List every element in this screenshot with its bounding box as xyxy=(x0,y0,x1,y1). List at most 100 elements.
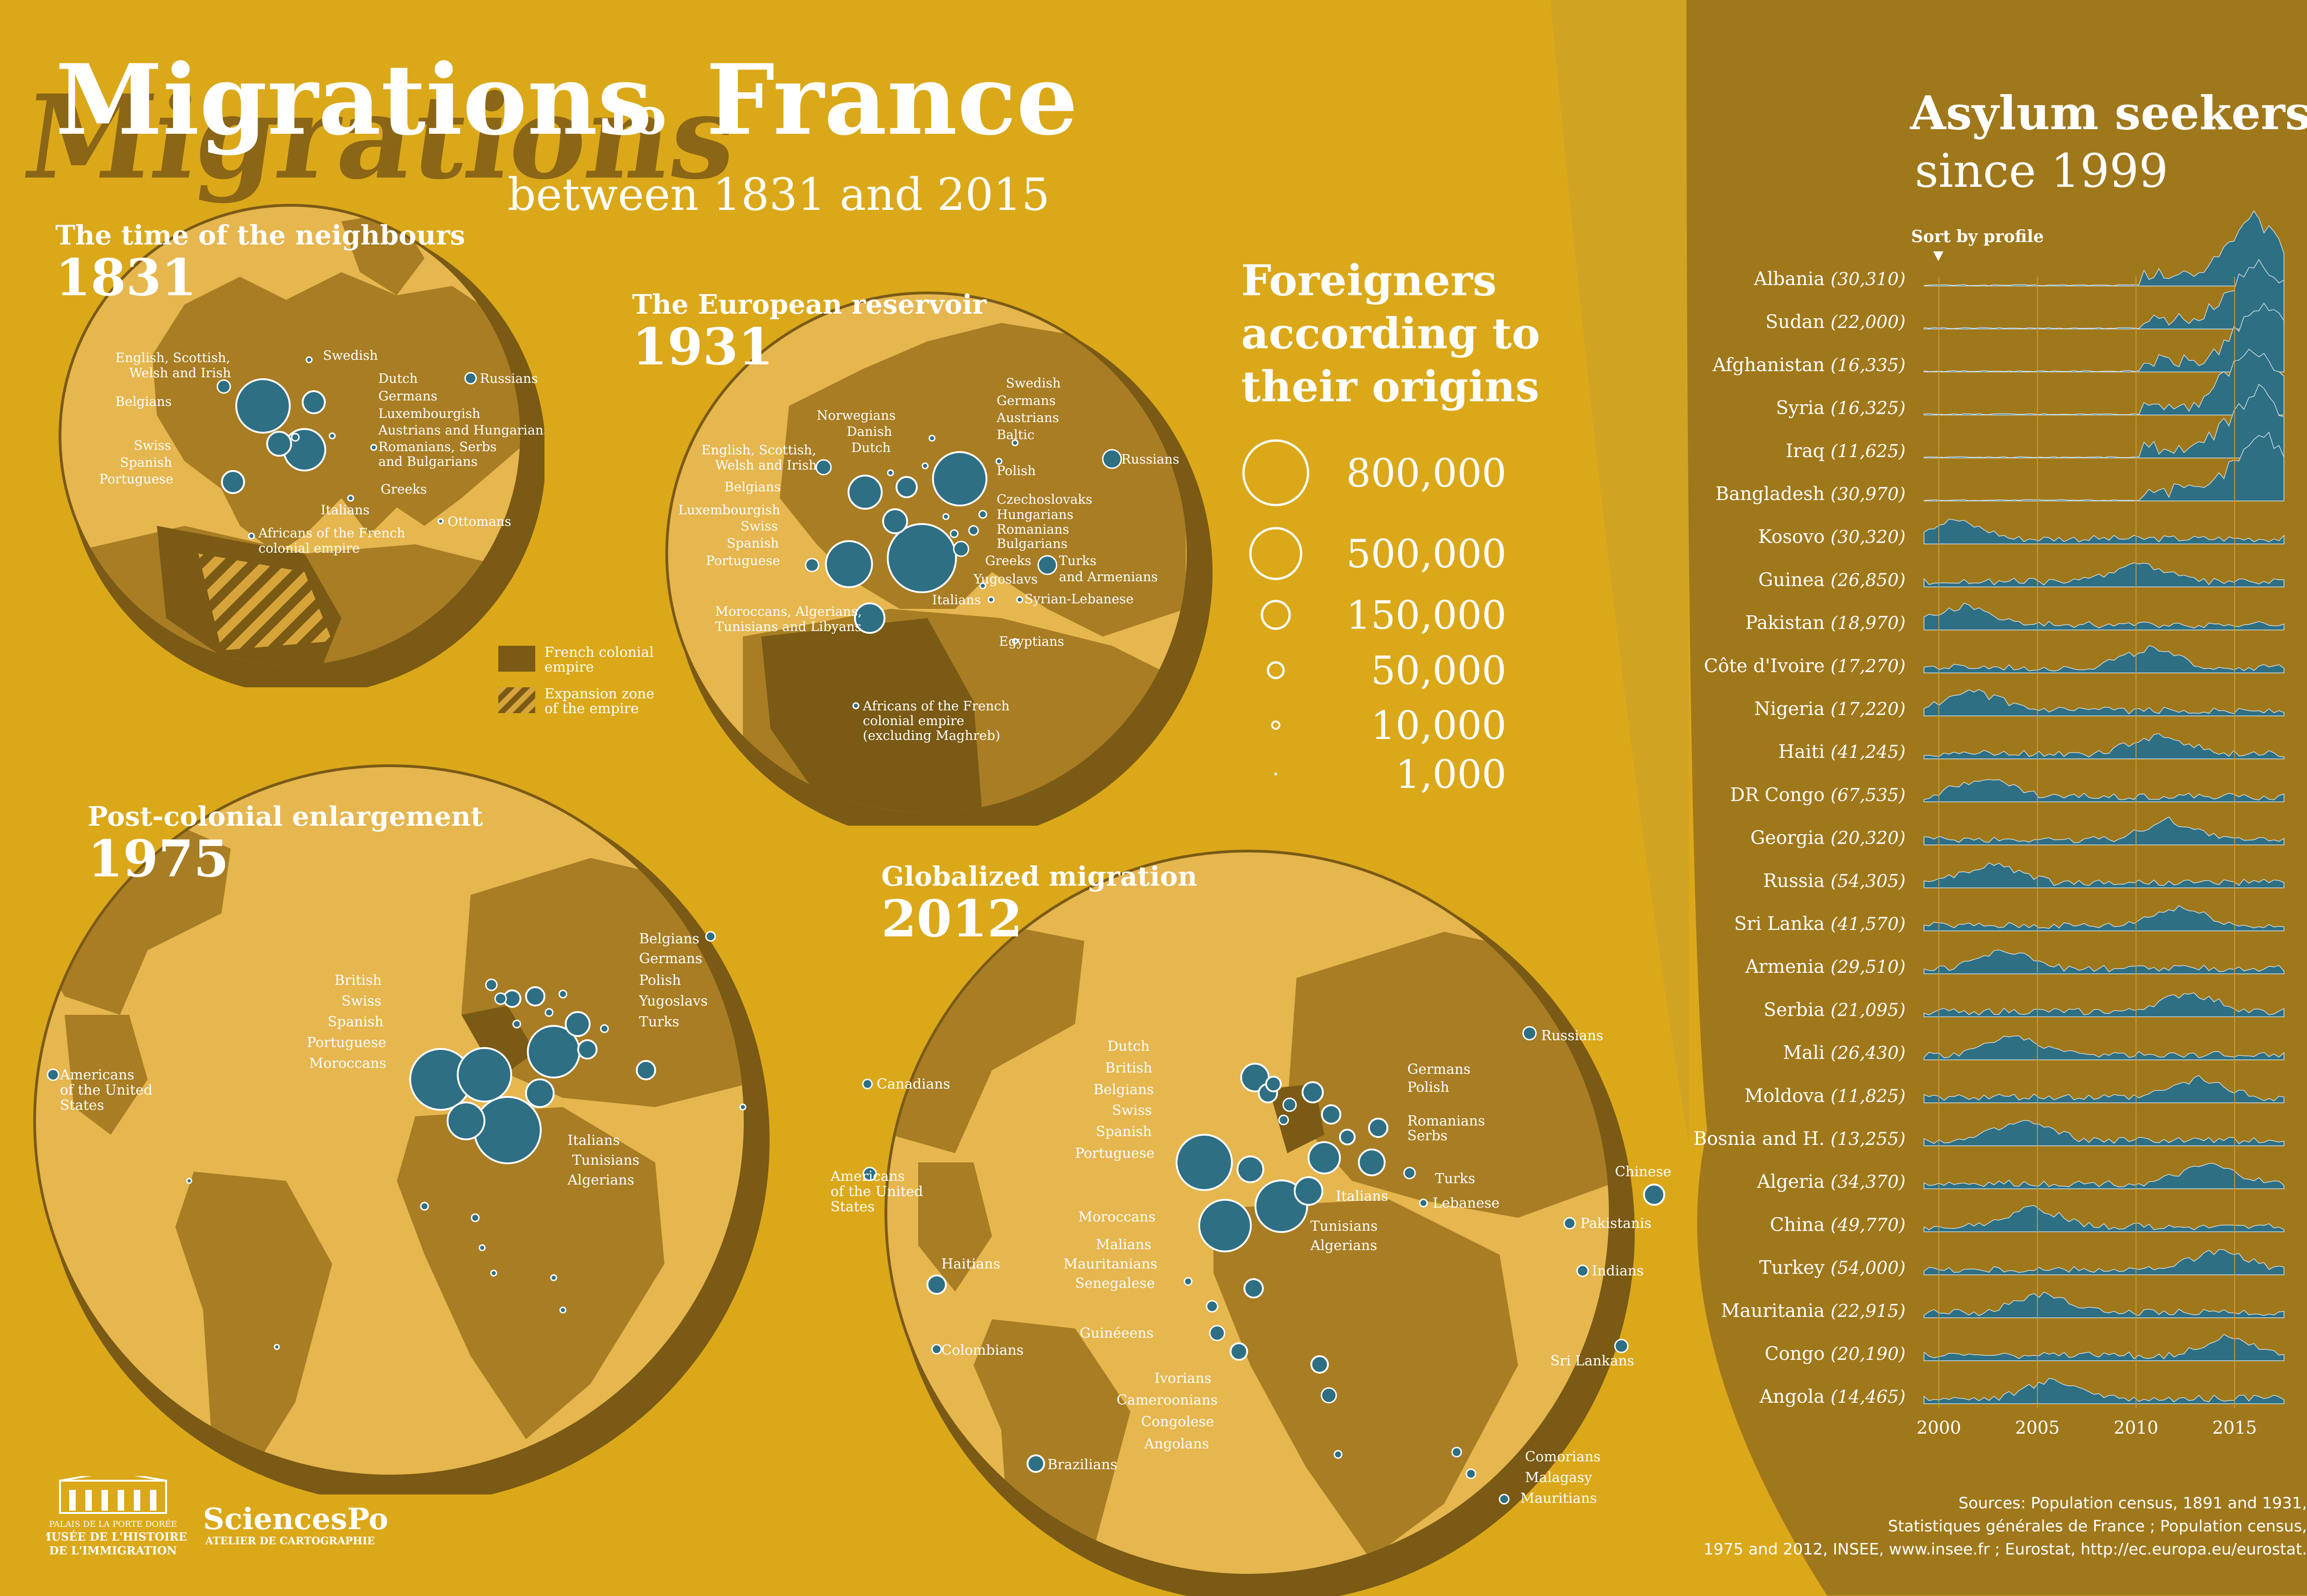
asylum-sparkline xyxy=(1924,779,2284,803)
asylum-sparkline xyxy=(1924,689,2284,716)
asylum-chart: Asylum seekers since 1999 Sort by profil… xyxy=(1693,86,2307,1438)
asylum-row-label: Algeria (34,370) xyxy=(1757,1171,1906,1192)
svg-text:Russians: Russians xyxy=(1541,1028,1603,1044)
svg-text:Swedish: Swedish xyxy=(323,348,378,363)
svg-text:Russians: Russians xyxy=(1121,452,1179,467)
asylum-row-label: Bangladesh (30,970) xyxy=(1715,483,1906,505)
circle-italians xyxy=(887,523,957,593)
map-2012-heading: Globalized migration 2012 xyxy=(881,861,1197,948)
svg-text:Colombians: Colombians xyxy=(941,1342,1024,1358)
asylum-row-label: Sri Lanka (41,570) xyxy=(1734,913,1906,935)
asylum-sparkline xyxy=(1924,518,2284,544)
asylum-row-label: Syria (16,325) xyxy=(1776,398,1906,419)
axis-year-label: 2010 xyxy=(2114,1417,2158,1438)
asylum-row-label: Serbia (21,095) xyxy=(1763,999,1906,1020)
svg-text:500,000: 500,000 xyxy=(1346,531,1506,577)
svg-text:and Bulgarians: and Bulgarians xyxy=(378,454,478,469)
map-1975-heading: Post-colonial enlargement 1975 xyxy=(88,801,483,888)
svg-text:Hungarians: Hungarians xyxy=(997,507,1074,522)
title-block: Migrations Migrations to France between … xyxy=(16,43,1078,220)
asylum-sparkline xyxy=(1924,1205,2284,1233)
svg-text:DE L'IMMIGRATION: DE L'IMMIGRATION xyxy=(49,1544,177,1557)
svg-text:Mauritanians: Mauritanians xyxy=(1064,1256,1157,1272)
svg-text:Spanish: Spanish xyxy=(727,536,779,551)
svg-text:Italians: Italians xyxy=(932,592,981,607)
svg-text:800,000: 800,000 xyxy=(1346,451,1506,496)
asylum-row-label: Russia (54,305) xyxy=(1763,870,1906,892)
svg-text:1931: 1931 xyxy=(632,317,773,376)
asylum-row-label: Mali (26,430) xyxy=(1783,1042,1906,1064)
svg-text:Austrians: Austrians xyxy=(996,410,1059,425)
svg-text:of the United: of the United xyxy=(60,1082,153,1098)
svg-text:Malagasy: Malagasy xyxy=(1525,1470,1592,1486)
svg-text:Chinese: Chinese xyxy=(1615,1164,1671,1180)
colonial-legend: French colonial empire Expansion zone of… xyxy=(498,646,654,717)
circle-portuguese-2012 xyxy=(1176,1134,1233,1191)
svg-text:Angolans: Angolans xyxy=(1144,1436,1209,1452)
title-left: Migrations xyxy=(55,43,652,157)
map-1931-heading: The European reservoir 1931 xyxy=(632,289,987,376)
svg-text:Dutch: Dutch xyxy=(1107,1038,1150,1054)
svg-text:Tunisians and Libyans: Tunisians and Libyans xyxy=(715,619,861,634)
asylum-row-label: Guinea (26,850) xyxy=(1758,569,1906,590)
sort-by-profile[interactable]: Sort by profile xyxy=(1911,227,2044,246)
asylum-sparkline xyxy=(1924,1291,2284,1318)
svg-text:Brazilians: Brazilians xyxy=(1047,1457,1117,1473)
svg-text:Belgians: Belgians xyxy=(639,931,699,947)
svg-text:Yugoslavs: Yugoslavs xyxy=(973,572,1038,587)
asylum-sparkline xyxy=(1924,862,2284,888)
svg-text:Americans: Americans xyxy=(830,1168,905,1185)
svg-text:SciencesPo: SciencesPo xyxy=(203,1502,388,1536)
axis-year-label: 2005 xyxy=(2015,1417,2060,1438)
svg-text:Welsh and Irish: Welsh and Irish xyxy=(129,365,231,381)
svg-text:2012: 2012 xyxy=(881,889,1022,948)
asylum-sparkline xyxy=(1924,1249,2284,1275)
map-1975: Belgians Germans British Polish Swiss Yu… xyxy=(33,764,770,1495)
asylum-row-label: Afghanistan (16,335) xyxy=(1712,354,1906,375)
svg-text:Spanish: Spanish xyxy=(1096,1124,1152,1140)
svg-text:British: British xyxy=(335,972,382,989)
asylum-sparkline xyxy=(1924,1120,2284,1146)
svg-text:1,000: 1,000 xyxy=(1396,752,1506,797)
asylum-row-label: Albania (30,310) xyxy=(1753,268,1906,290)
svg-text:ATELIER DE CARTOGRAPHIE: ATELIER DE CARTOGRAPHIE xyxy=(205,1535,375,1547)
svg-text:Sri Lankans: Sri Lankans xyxy=(1550,1353,1634,1369)
svg-text:States: States xyxy=(60,1097,104,1114)
svg-text:Mauritians: Mauritians xyxy=(1520,1490,1597,1507)
svg-text:Dutch: Dutch xyxy=(378,371,418,386)
svg-text:Austrians and Hungarians: Austrians and Hungarians xyxy=(378,423,544,438)
sort-caret-icon[interactable] xyxy=(1933,251,1943,261)
asylum-sparkline xyxy=(1924,1035,2284,1060)
asylum-sparkline xyxy=(1924,992,2284,1018)
svg-text:States: States xyxy=(831,1199,875,1215)
asylum-row-label: Mauritania (22,915) xyxy=(1721,1300,1906,1322)
svg-text:Greeks: Greeks xyxy=(985,553,1031,568)
svg-text:Polish: Polish xyxy=(997,463,1036,478)
svg-text:empire: empire xyxy=(544,659,594,675)
title-shadow: Migrations xyxy=(16,70,746,205)
svg-text:Norwegians: Norwegians xyxy=(817,408,896,423)
section-title: The time of the neighbours xyxy=(55,220,465,251)
svg-text:Swiss: Swiss xyxy=(341,993,382,1009)
svg-text:Portuguese: Portuguese xyxy=(307,1035,386,1051)
svg-text:(excluding Maghreb): (excluding Maghreb) xyxy=(863,728,1000,743)
musee-logo: PALAIS DE LA PORTE DORÉE MUSÉE DE L'HIST… xyxy=(46,1476,187,1557)
asylum-sparkline xyxy=(1924,431,2284,501)
asylum-row-label: Turkey (54,000) xyxy=(1759,1257,1906,1279)
asylum-sparkline xyxy=(1924,1075,2284,1103)
svg-text:Greeks: Greeks xyxy=(381,482,427,497)
asylum-row-label: Nigeria (17,220) xyxy=(1754,698,1906,720)
asylum-sparkline xyxy=(1924,905,2284,931)
asylum-row-label: Sudan (22,000) xyxy=(1765,311,1906,333)
axis-year-label: 2000 xyxy=(1917,1417,1961,1438)
svg-text:Baltic: Baltic xyxy=(997,427,1034,442)
svg-text:1975 and 2012, INSEE, www.inse: 1975 and 2012, INSEE, www.insee.fr ; Eur… xyxy=(1703,1540,2307,1559)
svg-text:Polish: Polish xyxy=(1407,1079,1449,1096)
svg-text:Swiss: Swiss xyxy=(741,518,778,534)
year-label: 1831 xyxy=(55,248,197,307)
asylum-sparkline xyxy=(1924,602,2284,631)
svg-text:Belgians: Belgians xyxy=(115,394,172,409)
svg-text:French colonial: French colonial xyxy=(544,646,654,661)
asylum-row-label: Angola (14,465) xyxy=(1759,1386,1906,1407)
svg-text:10,000: 10,000 xyxy=(1371,703,1506,748)
